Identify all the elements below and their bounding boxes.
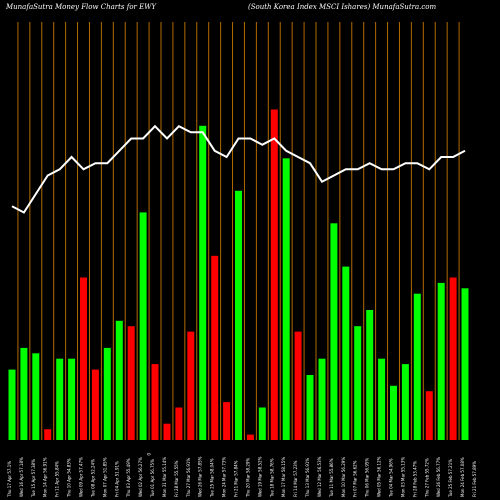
bar-4 [44, 429, 52, 440]
money-flow-line [11, 124, 466, 214]
bar-25 [294, 331, 302, 440]
x-tick-label: Mon 03 Mar 55.13% [400, 457, 405, 497]
bar-3 [32, 353, 40, 440]
bar-35 [413, 293, 421, 440]
bar-37 [437, 282, 445, 440]
x-tick-label: Fri 21 Feb 57.89% [472, 461, 477, 497]
bar-14 [163, 423, 171, 440]
x-tick-label: Wed 12 Mar 56.53% [317, 456, 322, 497]
x-tick-label: Wed 09 Apr 57.47% [79, 457, 84, 497]
x-tick-label: Mon 07 Apr 51.85% [102, 457, 107, 497]
x-tick-label: Mon 24 Mar 57.73% [222, 457, 227, 497]
bar-21 [246, 434, 254, 440]
x-tick-label: Wed 26 Mar 57.85% [198, 456, 203, 497]
x-tick-label: Fri 28 Mar 55.55% [174, 460, 179, 497]
bar-15 [175, 407, 183, 440]
x-tick-label: Thu 20 Mar 58.29% [245, 458, 250, 498]
bar-9 [103, 347, 111, 440]
x-tick-label: Fri 21 Mar 57.84% [234, 460, 239, 497]
bar-24 [282, 158, 290, 441]
x-tick-label: Tue 15 Apr 57.38% [31, 459, 36, 498]
bar-30 [354, 326, 362, 440]
bar-23 [270, 109, 278, 440]
x-tick-label: Wed 02 Apr 56.27% [138, 457, 143, 497]
bar-32 [378, 358, 386, 440]
x-tick-label: Fri 14 Mar 57.23% [293, 460, 298, 497]
x-tick-label: Wed 16 Apr 57.18% [19, 457, 24, 497]
x-tick-label: Fri 28 Feb 53.47% [412, 461, 417, 497]
x-tick-label: Tue 18 Mar 58.76% [269, 458, 274, 498]
bar-34 [401, 364, 409, 440]
bar-2 [20, 347, 28, 440]
x-tick-label: Mon 24 Feb 57.08% [460, 457, 465, 497]
x-tick-label: Mon 17 Mar 58.15% [281, 457, 286, 497]
x-tick-label: Mon 31 Mar 55.14% [162, 457, 167, 497]
bar-28 [330, 223, 338, 440]
x-tick-label: Thu 13 Mar 56.91% [305, 458, 310, 498]
bar-5 [56, 358, 64, 440]
bar-29 [342, 266, 350, 440]
x-tick-label: Thu 27 Feb 55.72% [424, 458, 429, 498]
bar-38 [449, 277, 457, 440]
chart-title-right: (South Korea Index MSCI Ishares) MunafaS… [248, 3, 437, 11]
x-tick-label: Wed 19 Mar 58.52% [257, 456, 262, 497]
bar-13 [151, 364, 159, 440]
bar-19 [223, 402, 231, 440]
gridlines [17, 22, 460, 440]
x-tick-label: Wed 05 Mar 56.12% [377, 456, 382, 497]
bar-8 [91, 369, 99, 440]
x-tick-label: Thu 27 Mar 56.91% [186, 458, 191, 498]
bar-31 [366, 310, 374, 440]
x-tick-label: Thu 06 Mar 56.95% [365, 458, 370, 498]
x-tick-label: Mon 14 Apr 56.91% [43, 457, 48, 497]
bar-series [8, 109, 469, 441]
x-tick-label: Thu 03 Apr 55.49% [126, 458, 131, 498]
chart-title-left: MunafaSutra Money Flow Charts for EWY [5, 3, 157, 11]
x-tick-label: Tue 25 Mar 58.04% [210, 458, 215, 498]
x-tick-label: Fri 07 Mar 56.62% [353, 460, 358, 497]
x-tick-label: Thu 10 Apr 54.83% [67, 458, 72, 498]
x-tick-label: Fri 04 Apr 51.91% [114, 461, 119, 497]
bar-33 [390, 385, 397, 440]
bar-10 [115, 320, 123, 440]
bar-7 [80, 277, 87, 440]
x-tick-label: Tue 25 Feb 57.21% [448, 459, 453, 498]
x-tick-label: Thu 17 Apr 57.1% [7, 461, 12, 498]
x-tick-label: Fri 11 Apr 55.84% [55, 461, 60, 497]
bar-18 [211, 255, 219, 440]
x-tick-label: Tue 11 Mar 55.86% [329, 458, 334, 498]
bar-12 [139, 212, 147, 440]
bar-6 [68, 358, 76, 440]
bar-26 [306, 375, 314, 440]
baseline-marker: 0 [146, 453, 151, 456]
bar-17 [199, 125, 207, 441]
bar-11 [127, 326, 135, 440]
x-tick-labels: Thu 17 Apr 57.1% Wed 16 Apr 57.18% Tue 15 … [7, 456, 477, 498]
bar-16 [187, 331, 195, 440]
x-tick-label: Mon 10 Mar 56.29% [341, 457, 346, 497]
x-tick-label: Tue 08 Apr 52.24% [90, 459, 95, 498]
bar-20 [235, 190, 242, 440]
bar-1 [8, 369, 16, 440]
bar-27 [318, 358, 326, 440]
bar-22 [258, 407, 266, 440]
x-tick-label: Tue 04 Mar 54.96% [389, 458, 394, 498]
bar-39 [461, 288, 469, 440]
bar-36 [425, 391, 433, 440]
x-tick-label: Tue 01 Apr 56.75% [150, 459, 155, 498]
x-tick-label: Wed 26 Feb 56.77% [436, 457, 441, 497]
